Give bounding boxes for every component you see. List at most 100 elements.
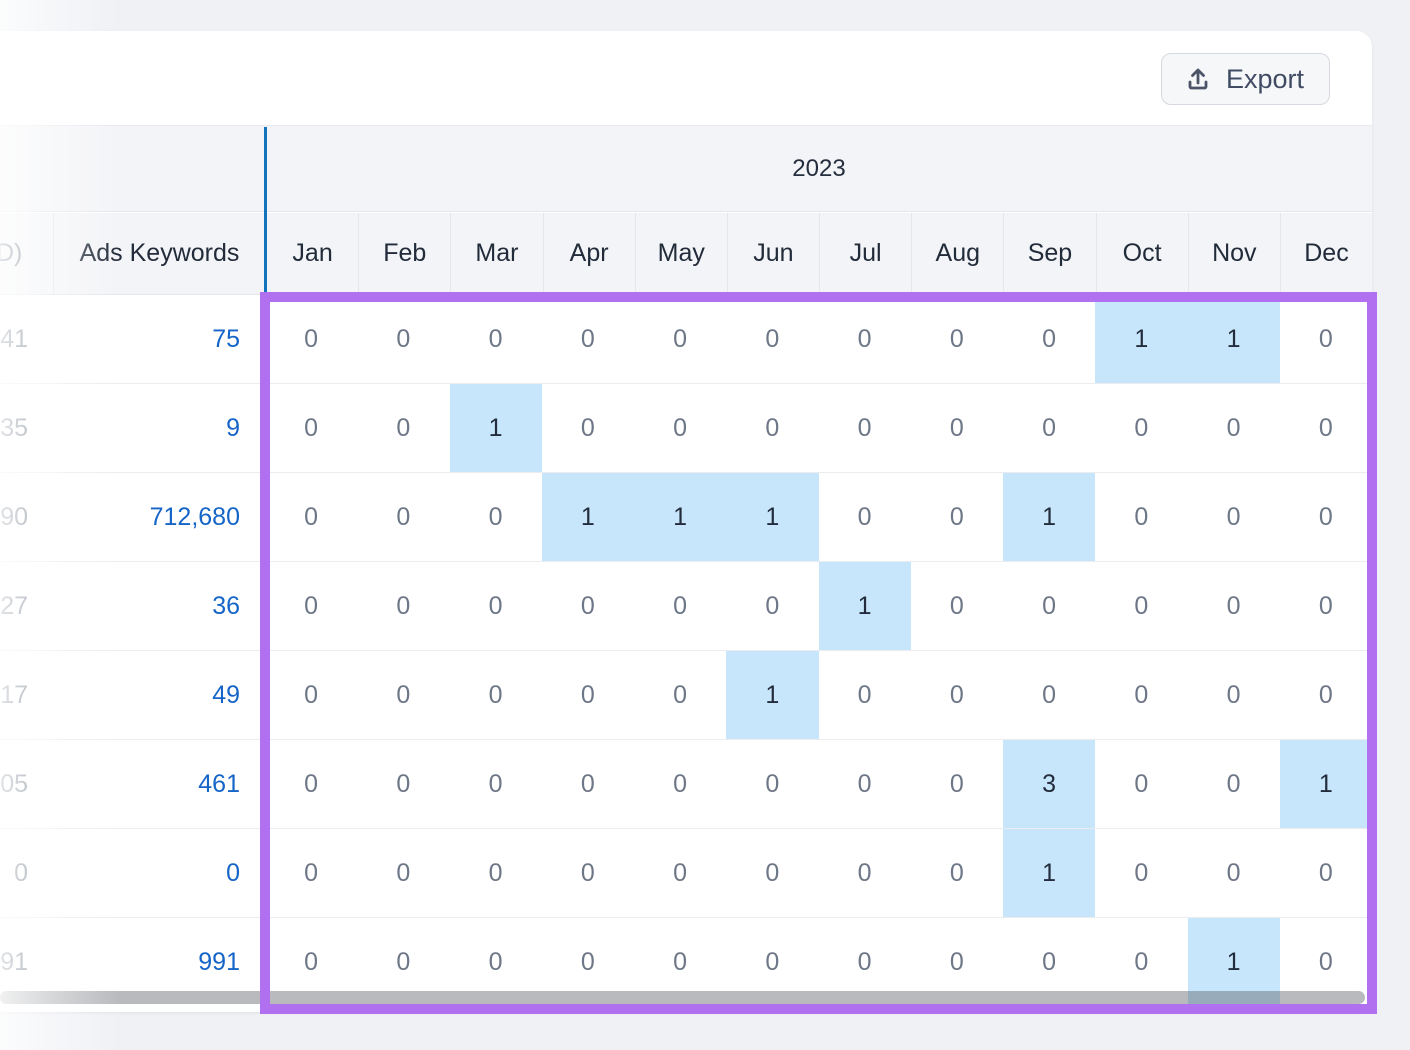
month-cell-feb: 0 <box>396 592 411 620</box>
month-cell-nov: 0 <box>1226 770 1241 798</box>
clipped-left-value: 90 <box>0 473 54 562</box>
month-cell-apr: 0 <box>580 414 595 442</box>
month-cell-dec: 0 <box>1318 414 1333 442</box>
ads-keywords-value-link[interactable]: 9 <box>54 384 265 473</box>
ads-keywords-header: Ads Keywords <box>79 239 240 267</box>
month-header-dec: Dec <box>1279 213 1372 294</box>
ads-keywords-value-link[interactable]: 36 <box>54 562 265 651</box>
month-cell-jun: 1 <box>726 651 819 739</box>
month-cells: 0 0 0 0 0 0 0 0 3 0 0 1 <box>265 740 1372 829</box>
toolbar: Export <box>0 31 1372 126</box>
month-cell-sep: 1 <box>1003 829 1096 917</box>
ads-keywords-value-link[interactable]: 75 <box>54 295 265 384</box>
month-cell-dec: 0 <box>1318 859 1333 887</box>
month-cell-dec: 0 <box>1318 503 1333 531</box>
month-cell-jun: 0 <box>765 859 780 887</box>
month-cell-jan: 0 <box>304 948 319 976</box>
year-header: 2023 <box>792 155 846 182</box>
month-cell-nov: 0 <box>1226 681 1241 709</box>
month-cell-apr: 0 <box>580 681 595 709</box>
month-cell-nov: 1 <box>1187 295 1280 383</box>
month-header-oct: Oct <box>1095 213 1188 294</box>
month-cell-sep: 3 <box>1003 740 1096 828</box>
ads-keywords-value-link[interactable]: 0 <box>54 829 265 918</box>
year-header-band: 2023 <box>0 126 1372 212</box>
month-cell-feb: 0 <box>396 325 411 353</box>
month-cell-oct: 0 <box>1134 503 1149 531</box>
month-header-jan: Jan <box>292 239 333 267</box>
month-cells: 0 0 0 0 0 1 0 0 0 0 0 0 <box>265 651 1372 740</box>
month-cell-jul: 1 <box>818 562 911 650</box>
month-cell-jul: 0 <box>857 859 872 887</box>
month-cell-aug: 0 <box>949 948 964 976</box>
ads-keywords-value-link[interactable]: 49 <box>54 651 265 740</box>
month-header-jul: Jul <box>819 213 911 294</box>
export-button[interactable]: Export <box>1160 53 1330 105</box>
month-cell-may: 0 <box>673 592 688 620</box>
month-cell-may: 0 <box>673 770 688 798</box>
month-cell-nov: 0 <box>1226 592 1241 620</box>
month-cell-aug: 0 <box>949 859 964 887</box>
month-cell-jan: 0 <box>304 681 319 709</box>
month-cell-feb: 0 <box>396 859 411 887</box>
month-header-apr: Apr <box>542 213 635 294</box>
clipped-left-value: 27 <box>0 562 54 651</box>
month-cell-mar: 0 <box>488 681 503 709</box>
month-cell-aug: 0 <box>949 770 964 798</box>
month-cell-apr: 0 <box>580 325 595 353</box>
clipped-left-value: 0 <box>0 829 54 918</box>
month-cell-feb: 0 <box>396 503 411 531</box>
month-cell-mar: 1 <box>449 384 542 472</box>
month-cell-jan: 0 <box>304 859 319 887</box>
ads-keywords-value-link[interactable]: 991 <box>198 948 240 976</box>
month-cell-dec: 0 <box>1318 325 1333 353</box>
month-cell-sep: 0 <box>1042 414 1057 442</box>
month-cell-aug: 0 <box>949 414 964 442</box>
month-cell-feb: 0 <box>396 770 411 798</box>
month-cells: 0 0 0 0 0 0 0 0 0 0 1 0 <box>265 918 1372 1007</box>
month-cell-apr: 0 <box>580 770 595 798</box>
month-cell-jul: 0 <box>857 681 872 709</box>
table-body: 41 75 0 0 0 0 0 0 0 0 0 1 1 0 35 9 0 0 1 0 0 0 0 0 0 0 0 0 90 712,680… <box>0 295 1372 1007</box>
upload-icon <box>1184 65 1212 93</box>
month-header-nov: Nov <box>1187 213 1280 294</box>
month-cell-jul: 0 <box>857 948 872 976</box>
table-row: 17 49 0 0 0 0 0 1 0 0 0 0 0 0 <box>0 651 1372 740</box>
month-cell-oct: 0 <box>1134 592 1149 620</box>
month-cell-jun: 0 <box>765 592 780 620</box>
month-cells: 0 0 1 0 0 0 0 0 0 0 0 0 <box>265 384 1372 473</box>
horizontal-scrollbar[interactable] <box>0 991 1365 1004</box>
month-cell-feb: 0 <box>396 681 411 709</box>
month-cell-sep: 1 <box>1003 473 1096 561</box>
clipped-left-column-header: D) <box>0 213 54 294</box>
month-cell-jun: 0 <box>765 770 780 798</box>
month-header-sep: Sep <box>1003 213 1095 294</box>
month-cell-may: 0 <box>673 948 688 976</box>
month-cell-nov: 0 <box>1226 503 1241 531</box>
month-header-aug: Aug <box>911 213 1003 294</box>
month-cell-jan: 0 <box>304 592 319 620</box>
month-cell-mar: 0 <box>488 325 503 353</box>
month-cell-oct: 0 <box>1134 948 1149 976</box>
month-cell-mar: 0 <box>488 770 503 798</box>
ads-keywords-value-link[interactable]: 461 <box>54 740 265 829</box>
month-cell-oct: 0 <box>1134 770 1149 798</box>
column-header-row: D) Ads Keywords Jan FebMarAprMayJunJulAug… <box>0 213 1372 295</box>
ads-keywords-value-link[interactable]: 712,680 <box>54 473 265 562</box>
table-row: 27 36 0 0 0 0 0 0 1 0 0 0 0 0 <box>0 562 1372 651</box>
month-cell-mar: 0 <box>488 503 503 531</box>
month-header-mar: Mar <box>450 213 542 294</box>
month-cell-jan: 0 <box>304 414 319 442</box>
month-cell-jun: 0 <box>765 948 780 976</box>
clipped-left-value: 05 <box>0 740 54 829</box>
month-cell-sep: 0 <box>1042 325 1057 353</box>
clipped-left-value: 17 <box>0 651 54 740</box>
month-cell-dec: 1 <box>1279 740 1372 828</box>
table-row: 41 75 0 0 0 0 0 0 0 0 0 1 1 0 <box>0 295 1372 384</box>
month-cell-jun: 0 <box>765 414 780 442</box>
month-cell-apr: 0 <box>580 948 595 976</box>
table-row: 90 712,680 0 0 0 1 1 1 0 0 1 0 0 0 <box>0 473 1372 562</box>
month-cell-jan: 0 <box>304 503 319 531</box>
